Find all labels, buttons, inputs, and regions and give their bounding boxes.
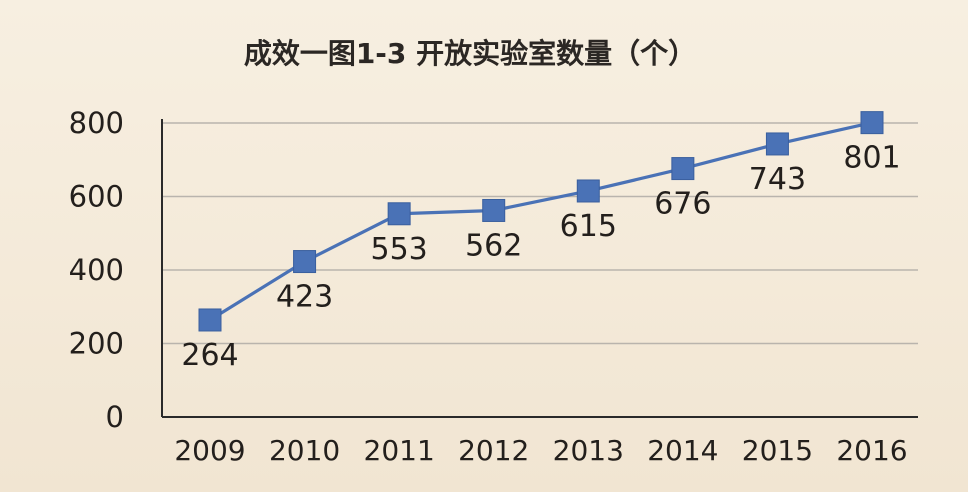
x-tick-label: 2014 xyxy=(647,434,718,467)
y-tick-label: 800 xyxy=(69,106,124,140)
data-label: 676 xyxy=(654,187,711,222)
data-point-marker xyxy=(765,132,789,156)
data-point-marker xyxy=(198,308,222,332)
data-point-marker xyxy=(387,202,411,226)
data-point-marker xyxy=(671,157,695,181)
data-point-marker xyxy=(482,198,506,222)
x-tick-label: 2015 xyxy=(742,434,813,467)
data-label: 562 xyxy=(465,228,522,263)
y-tick-label: 600 xyxy=(69,180,124,214)
axes xyxy=(161,119,918,418)
data-labels: 264 423 553 562 615 676 743 801 xyxy=(181,141,900,373)
x-tick-label: 2009 xyxy=(174,434,245,467)
series-line xyxy=(209,121,873,322)
data-label: 801 xyxy=(843,141,900,176)
chart-title: 成效一图1-3 开放实验室数量（个） xyxy=(244,37,696,70)
data-point-marker xyxy=(860,111,884,135)
y-axis-ticks: 0 200 400 600 800 xyxy=(69,106,124,434)
data-label: 264 xyxy=(181,338,238,373)
data-label: 553 xyxy=(371,232,428,267)
data-point-marker xyxy=(293,250,317,274)
x-tick-label: 2010 xyxy=(269,434,340,467)
y-tick-label: 400 xyxy=(69,253,124,287)
data-label: 423 xyxy=(276,280,333,315)
x-tick-label: 2011 xyxy=(364,434,435,467)
y-tick-label: 200 xyxy=(69,327,124,361)
x-tick-label: 2012 xyxy=(458,434,529,467)
data-point-marker xyxy=(576,179,600,203)
data-label: 743 xyxy=(749,162,806,197)
x-tick-label: 2013 xyxy=(553,434,624,467)
series xyxy=(198,111,884,332)
data-label: 615 xyxy=(560,209,617,244)
x-axis-ticks: 2009 2010 2011 2012 2013 2014 2015 2016 xyxy=(174,434,907,467)
y-tick-label: 0 xyxy=(106,400,124,434)
x-tick-label: 2016 xyxy=(836,434,907,467)
